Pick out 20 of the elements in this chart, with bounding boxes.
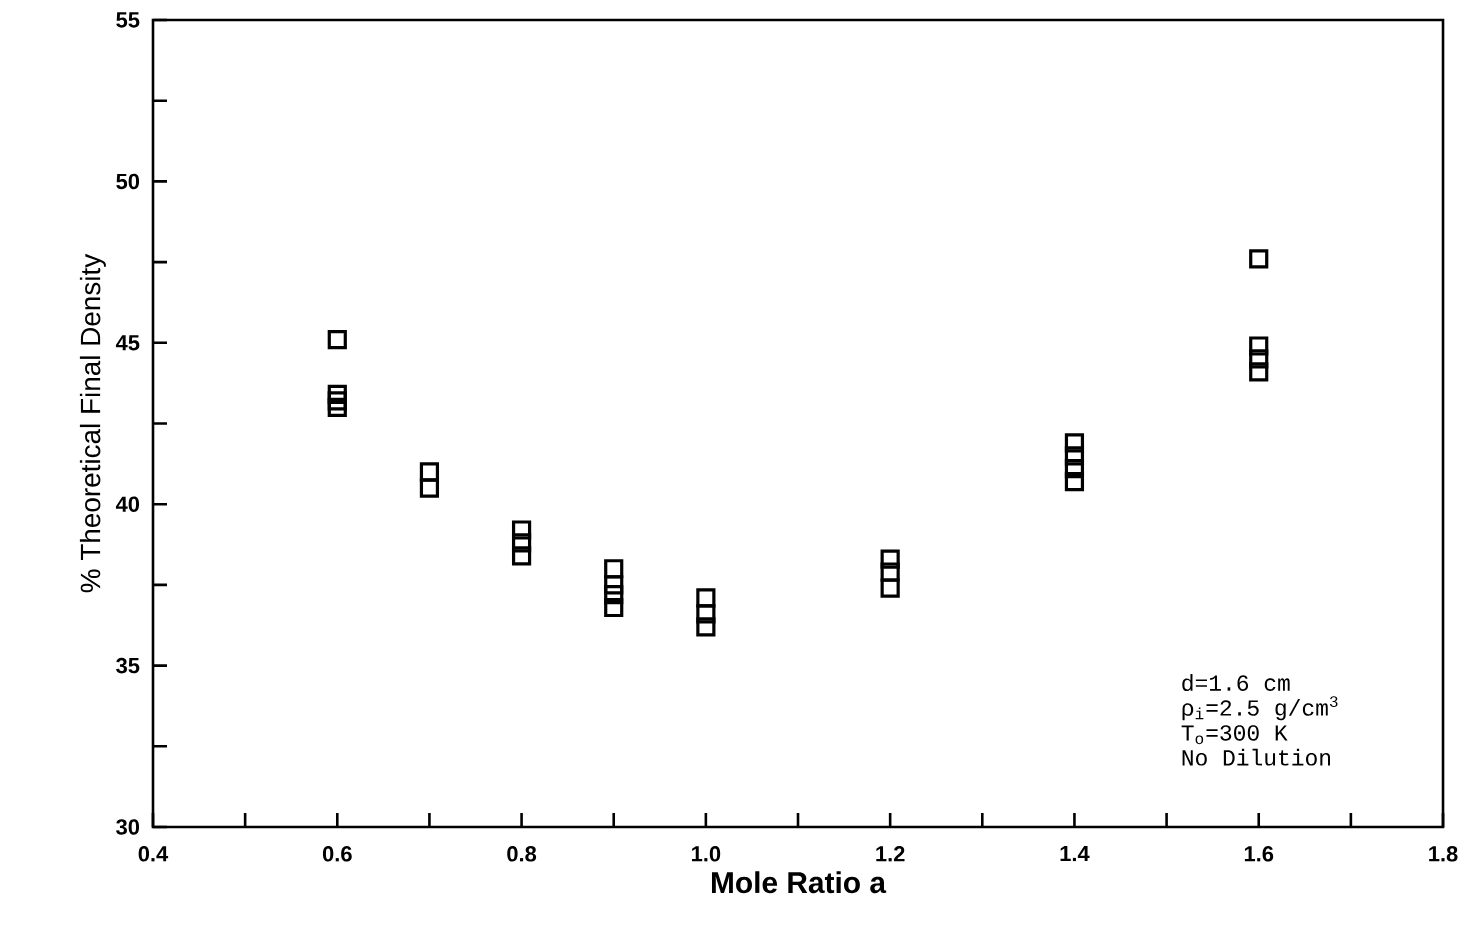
y-axis-title: % Theoretical Final Density — [79, 253, 106, 593]
y-tick-label: 35 — [116, 657, 140, 674]
annotation: ρ$_{i}$=2.5 g/cm$^{3}$ — [1182, 696, 1338, 721]
x-tick-label: 0.8 — [507, 846, 537, 862]
y-tick-label: 50 — [116, 173, 140, 190]
x-tick-label: 1.0 — [692, 846, 721, 862]
x-tick-label: 1.8 — [1429, 846, 1458, 862]
y-tick-label: 45 — [115, 335, 140, 351]
x-tick-label: 1.6 — [1244, 846, 1274, 862]
x-tick-label: 0.6 — [322, 846, 352, 862]
annotation: d=1.6 cm — [1182, 674, 1290, 691]
y-tick-label: 40 — [115, 496, 140, 512]
x-tick-label: 1.4 — [1060, 846, 1090, 862]
annotation: No Dilution — [1182, 748, 1331, 766]
x-axis-title: Mole Ratio a — [711, 871, 887, 894]
x-tick-label: 0.4 — [138, 846, 169, 862]
y-tick-label: 55 — [116, 12, 140, 28]
y-tick-label: 30 — [116, 819, 140, 835]
annotation: T$_{o}$=300 K — [1181, 725, 1288, 745]
x-tick-label: 1.2 — [876, 846, 905, 862]
